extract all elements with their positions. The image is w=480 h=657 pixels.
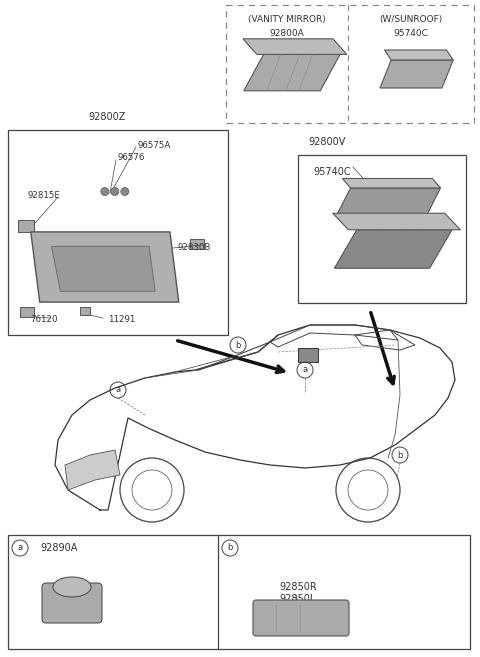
Bar bbox=[18, 220, 34, 232]
Text: b: b bbox=[228, 543, 233, 553]
Bar bbox=[80, 307, 90, 315]
Polygon shape bbox=[335, 230, 452, 268]
FancyBboxPatch shape bbox=[42, 583, 102, 623]
Polygon shape bbox=[51, 246, 155, 291]
Text: 92830B: 92830B bbox=[178, 244, 211, 252]
Text: 95740C: 95740C bbox=[313, 167, 350, 177]
Text: (VANITY MIRROR): (VANITY MIRROR) bbox=[248, 15, 326, 24]
Text: 92890A: 92890A bbox=[40, 543, 77, 553]
Bar bbox=[226, 5, 474, 123]
Text: 92815E: 92815E bbox=[28, 191, 61, 200]
Text: a: a bbox=[115, 386, 120, 394]
Text: b: b bbox=[397, 451, 403, 459]
Bar bbox=[8, 535, 470, 649]
Text: 96575A: 96575A bbox=[138, 141, 171, 150]
Text: 92850R: 92850R bbox=[279, 582, 317, 592]
Text: b: b bbox=[235, 340, 240, 350]
Text: (W/SUNROOF): (W/SUNROOF) bbox=[379, 15, 443, 24]
Text: 92850L: 92850L bbox=[280, 594, 316, 604]
Text: 92800V: 92800V bbox=[308, 137, 346, 147]
Bar bbox=[8, 130, 228, 335]
Text: a: a bbox=[302, 365, 308, 374]
Polygon shape bbox=[244, 55, 340, 91]
Polygon shape bbox=[243, 39, 347, 55]
FancyBboxPatch shape bbox=[253, 600, 349, 636]
Polygon shape bbox=[380, 60, 453, 88]
Text: a: a bbox=[17, 543, 23, 553]
Text: 95740C: 95740C bbox=[394, 28, 429, 37]
Polygon shape bbox=[342, 179, 441, 188]
Polygon shape bbox=[337, 188, 441, 215]
Bar bbox=[20, 307, 34, 317]
Polygon shape bbox=[384, 50, 453, 60]
Polygon shape bbox=[31, 232, 179, 302]
Text: 76120: 76120 bbox=[30, 315, 58, 325]
Text: 96576: 96576 bbox=[118, 154, 145, 162]
Ellipse shape bbox=[53, 577, 91, 597]
Circle shape bbox=[121, 187, 129, 196]
Circle shape bbox=[101, 187, 109, 196]
Bar bbox=[298, 348, 318, 362]
Bar bbox=[190, 238, 204, 248]
Polygon shape bbox=[333, 214, 460, 230]
Text: 92800Z: 92800Z bbox=[88, 112, 126, 122]
Text: 11291: 11291 bbox=[108, 315, 135, 325]
Circle shape bbox=[111, 187, 119, 196]
Text: 92800A: 92800A bbox=[270, 28, 304, 37]
Polygon shape bbox=[65, 450, 120, 490]
Bar bbox=[298, 155, 466, 303]
